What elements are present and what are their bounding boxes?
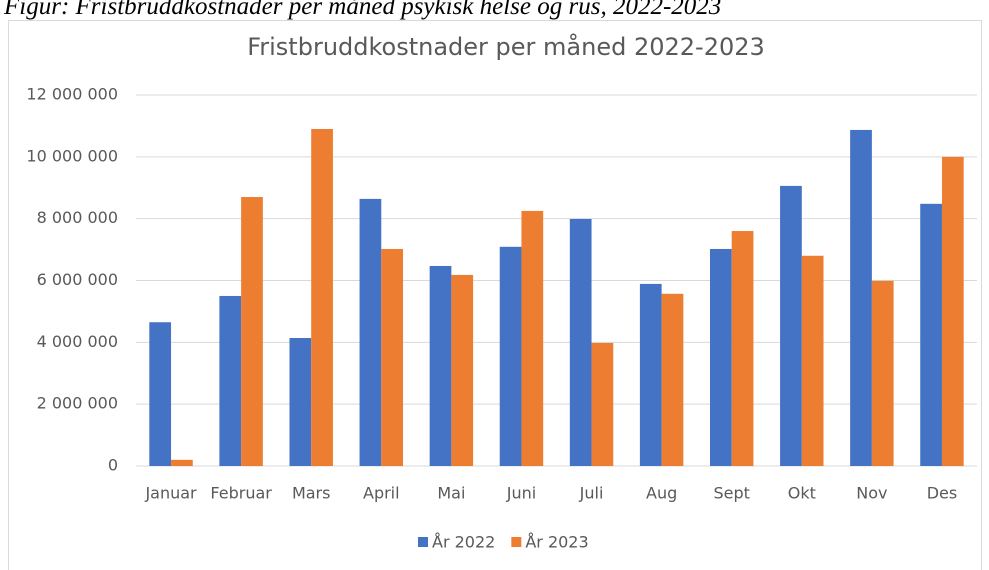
x-tick-label: Juli [579, 484, 604, 503]
x-tick-label: Mai [437, 484, 465, 503]
bar [311, 129, 333, 466]
x-tick-label: Mars [292, 484, 331, 503]
chart-title: Fristbruddkostnader per måned 2022-2023 [247, 32, 765, 61]
bar [661, 293, 684, 466]
x-tick-label: Juni [506, 484, 536, 503]
y-tick-label: 10 000 000 [26, 146, 118, 165]
legend-label: År 2023 [525, 533, 588, 552]
y-tick-label: 4 000 000 [37, 332, 118, 351]
figure-caption: Figur: Fristbruddkostnader per måned psy… [3, 0, 721, 20]
y-tick-label: 6 000 000 [37, 270, 118, 289]
bar [381, 248, 404, 466]
x-tick-label: Sept [713, 484, 749, 503]
y-tick-label: 2 000 000 [37, 394, 118, 413]
bar [780, 185, 802, 466]
y-tick-label: 12 000 000 [26, 85, 118, 104]
bar [801, 255, 824, 466]
bar [521, 210, 544, 466]
bar [219, 295, 242, 466]
bar [241, 197, 263, 466]
x-tick-label: Januar [144, 484, 197, 503]
bar [709, 248, 732, 466]
y-tick-label: 0 [108, 456, 118, 475]
bar [289, 338, 312, 466]
y-tick-label: 8 000 000 [37, 208, 118, 227]
bar [850, 129, 872, 466]
x-tick-label: Okt [788, 484, 816, 503]
bar [429, 265, 452, 466]
bar [171, 459, 193, 466]
bar [871, 280, 894, 466]
bar [941, 156, 964, 467]
bar [499, 246, 522, 466]
bar [569, 218, 592, 466]
bar [920, 203, 942, 466]
bar [451, 274, 474, 466]
legend-label: År 2022 [432, 533, 495, 552]
x-tick-label: Februar [210, 484, 272, 503]
bar [639, 283, 662, 466]
bar [359, 198, 382, 466]
legend-swatch [511, 537, 522, 547]
x-tick-label: Nov [856, 484, 887, 503]
x-tick-label: Des [927, 484, 958, 503]
bar [149, 322, 172, 466]
x-tick-label: Aug [646, 484, 677, 503]
bar [591, 342, 614, 466]
x-tick-label: April [363, 484, 400, 503]
bar [731, 231, 754, 466]
legend-swatch [418, 537, 428, 547]
